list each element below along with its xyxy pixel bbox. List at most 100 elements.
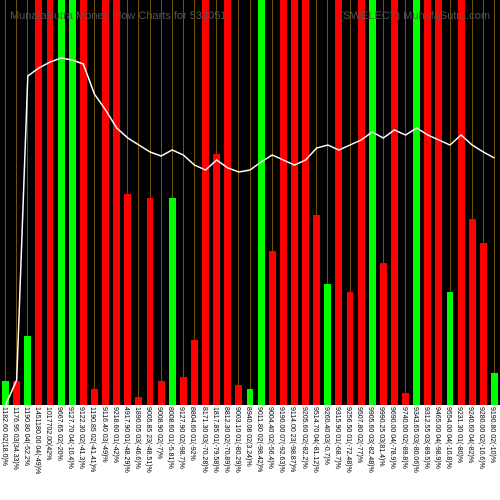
bar xyxy=(91,389,98,405)
bar xyxy=(313,215,320,405)
x-label: 1182.60 02(18.0)% xyxy=(1,407,8,466)
bar xyxy=(158,381,165,405)
x-label: 1451180.00 04(-49)% xyxy=(34,407,41,474)
x-label: 1190.85 02(-41.41)% xyxy=(89,407,96,472)
x-label: 9005.85 23(-48.51)% xyxy=(145,407,152,473)
bar xyxy=(169,198,176,405)
gridline xyxy=(138,0,139,405)
bar xyxy=(47,0,54,405)
x-label: 9280.00 02(-10.6)% xyxy=(478,407,485,469)
bar xyxy=(258,0,265,405)
bar xyxy=(113,0,120,405)
money-flow-chart: MunafaSutra Money Flow Charts for 532051… xyxy=(0,0,500,500)
chart-title-right: (SWELECT) MunafaSutra.com xyxy=(340,10,490,22)
bar xyxy=(435,0,442,405)
bar xyxy=(224,0,231,405)
x-label: 9740.00 02(-89.8)% xyxy=(401,407,408,469)
x-label: 9260.40 03(-0.7)% xyxy=(323,407,330,465)
gridline xyxy=(16,0,17,405)
bar xyxy=(191,340,198,405)
bar xyxy=(391,0,398,405)
chart-title-left: MunafaSutra Money Flow Charts for 532051 xyxy=(10,10,226,22)
x-label: 9514.70 04(-81.12)% xyxy=(312,407,319,473)
gridline xyxy=(494,0,495,405)
bar xyxy=(291,0,298,405)
x-label: 9554.00 04(-10.8)% xyxy=(445,407,452,469)
bar xyxy=(35,0,42,405)
bar xyxy=(302,0,309,405)
bar xyxy=(69,0,76,405)
gridline xyxy=(161,0,162,405)
x-label: 8008.60 01(-5.81)% xyxy=(167,407,174,469)
x-label: 1890.05 03(-46.6)% xyxy=(134,407,141,469)
x-label: 9122.30 02(-41.3)% xyxy=(78,407,85,469)
x-label: 9315.90 01(-68.7)% xyxy=(334,407,341,469)
x-label: 9507.80 02(-77)% xyxy=(356,407,363,463)
x-label: 9008.90 02(-7)% xyxy=(156,407,163,459)
bar xyxy=(269,251,276,405)
x-label: 9127.90 02(-98.7)% xyxy=(178,407,185,469)
bar xyxy=(447,292,454,405)
x-label: 8171.30 03(-70.28)% xyxy=(201,407,208,473)
x-label: 9240.60 04(-82)% xyxy=(467,407,474,463)
x-label: 9667.65 02(-20% xyxy=(56,407,63,461)
x-label: 9003.10 01(-80.29)% xyxy=(234,407,241,473)
bar xyxy=(324,284,331,406)
bar xyxy=(124,194,131,405)
x-label: 9127.70 04(-10.4)% xyxy=(67,407,74,469)
x-label: 8940.08 02(3.24)% xyxy=(245,407,252,467)
bar xyxy=(147,198,154,405)
bar xyxy=(469,219,476,405)
x-axis-labels: 1182.60 02(18.0)%1176.95 03(34.33)%1190.… xyxy=(0,405,500,500)
bar xyxy=(380,263,387,405)
bar xyxy=(2,381,9,405)
gridline xyxy=(405,0,406,405)
x-label: 9256.50 01(-72.48)% xyxy=(345,407,352,473)
bar xyxy=(58,0,65,405)
x-label: 9465.00 04(-98.9)% xyxy=(434,407,441,469)
x-label: 1190.80 04(-52.2% xyxy=(23,407,30,466)
x-label: 8812.30 02(-70.89)% xyxy=(223,407,230,473)
x-label: 9231.30 01(-80)% xyxy=(456,407,463,463)
bar xyxy=(402,393,409,405)
x-label: 9312.55 03(-89.5)% xyxy=(423,407,430,469)
gridline xyxy=(238,0,239,405)
bar xyxy=(358,0,365,405)
bar xyxy=(13,381,20,405)
x-label: 9004.40 02(-56.4)% xyxy=(267,407,274,469)
bar xyxy=(247,389,254,405)
x-label: 1817.85 01(-79.58)% xyxy=(212,407,219,473)
bar xyxy=(235,385,242,405)
x-label: 9190.80 02(-10)% xyxy=(489,407,496,463)
bar xyxy=(202,0,209,405)
x-label: 1017702.00(42% xyxy=(45,407,52,460)
gridline xyxy=(94,0,95,405)
bar xyxy=(213,154,220,405)
bar xyxy=(135,397,142,405)
bar xyxy=(413,0,420,405)
x-label: 8804.60 01(-92% xyxy=(189,407,196,461)
bar xyxy=(335,0,342,405)
bar xyxy=(80,0,87,405)
x-label: 9905.60 03(-82.48)% xyxy=(367,407,374,473)
bar xyxy=(102,0,109,405)
x-label: 9690.00 04(-78.9)% xyxy=(389,407,396,469)
x-label: 9205.60 02(-82.2)% xyxy=(301,407,308,469)
x-label: 9190.00 07(-92.63)% xyxy=(278,407,285,473)
bar xyxy=(369,0,376,405)
bar xyxy=(424,0,431,405)
gridline xyxy=(183,0,184,405)
x-label: 9343.65 03(-80.06)% xyxy=(412,407,419,473)
gridline xyxy=(250,0,251,405)
x-label: 4917.90 01(-48.29)% xyxy=(123,407,130,473)
x-label: 9116.40 03(-49)% xyxy=(101,407,108,463)
bar xyxy=(180,377,187,405)
x-label: 9218.60 01(-42)% xyxy=(112,407,119,463)
x-label: 9990.25 03(81.4)% xyxy=(378,407,385,467)
x-label: 9114.00 23(-98.87)% xyxy=(289,407,296,472)
bar xyxy=(491,373,498,405)
plot-area: MunafaSutra Money Flow Charts for 532051… xyxy=(0,0,500,405)
x-label: 9011.80 02(-98.42)% xyxy=(256,407,263,472)
gridline xyxy=(5,0,6,405)
bar xyxy=(480,243,487,405)
